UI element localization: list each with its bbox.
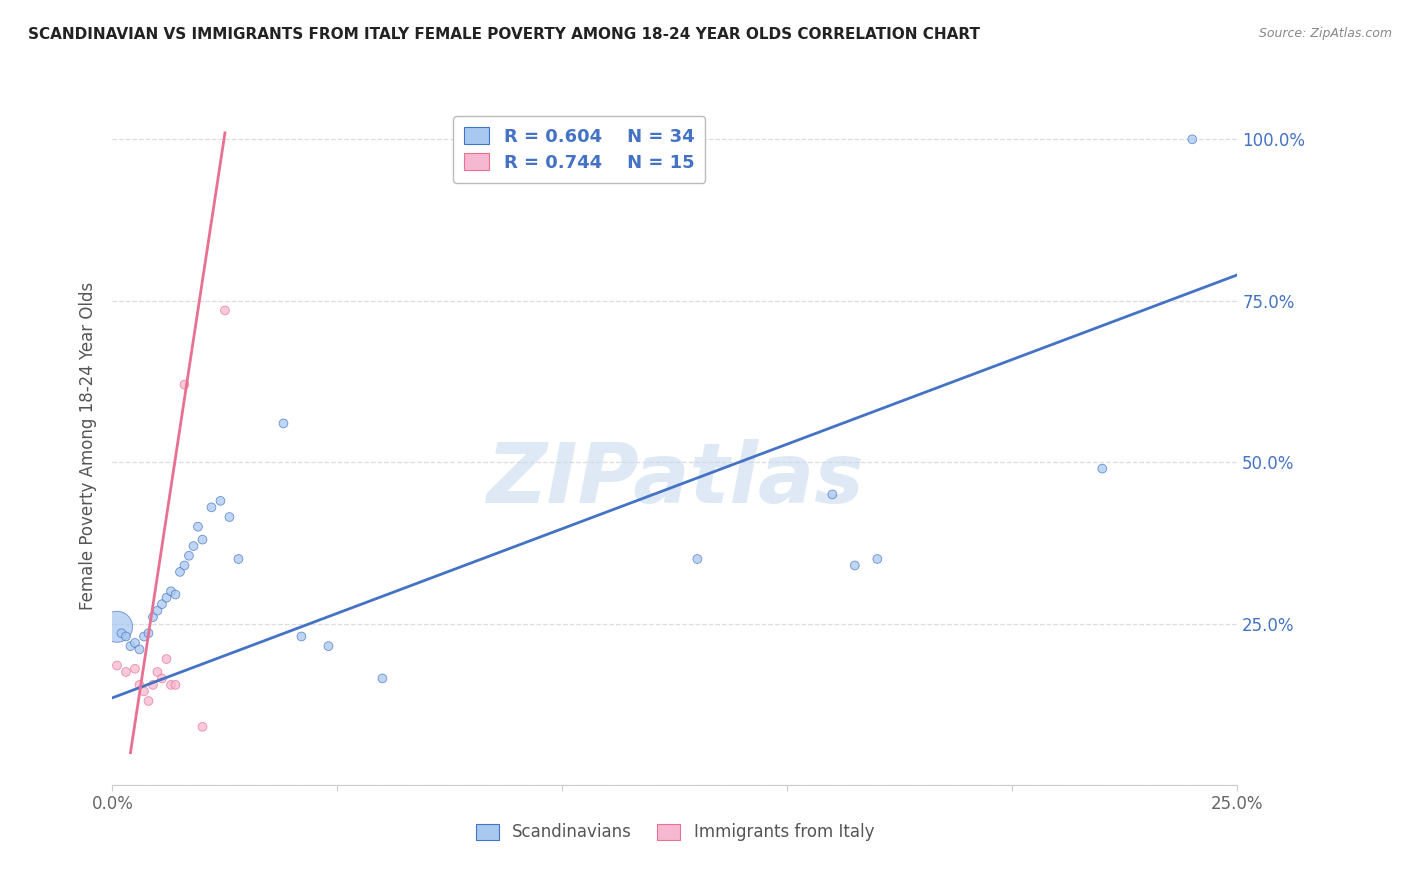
- Point: [218, 510, 240, 524]
- Point: [187, 519, 209, 533]
- Point: [844, 558, 866, 573]
- Text: SCANDINAVIAN VS IMMIGRANTS FROM ITALY FEMALE POVERTY AMONG 18-24 YEAR OLDS CORRE: SCANDINAVIAN VS IMMIGRANTS FROM ITALY FE…: [28, 27, 980, 42]
- Point: [214, 303, 236, 318]
- Point: [155, 652, 177, 666]
- Text: ZIPatlas: ZIPatlas: [486, 440, 863, 520]
- Text: Source: ZipAtlas.com: Source: ZipAtlas.com: [1258, 27, 1392, 40]
- Point: [165, 587, 187, 601]
- Point: [169, 565, 191, 579]
- Point: [150, 597, 173, 611]
- Point: [115, 665, 138, 679]
- Point: [821, 487, 844, 501]
- Point: [128, 678, 150, 692]
- Point: [290, 630, 312, 644]
- Point: [150, 672, 173, 686]
- Point: [146, 665, 169, 679]
- Point: [105, 620, 128, 634]
- Point: [160, 584, 183, 599]
- Point: [155, 591, 177, 605]
- Point: [191, 720, 214, 734]
- Point: [173, 377, 195, 392]
- Point: [132, 630, 155, 644]
- Point: [124, 662, 146, 676]
- Point: [120, 639, 142, 653]
- Point: [142, 678, 165, 692]
- Legend: Scandinavians, Immigrants from Italy: Scandinavians, Immigrants from Italy: [465, 814, 884, 851]
- Point: [160, 678, 183, 692]
- Point: [132, 684, 155, 698]
- Point: [1181, 132, 1204, 146]
- Point: [124, 636, 146, 650]
- Point: [105, 658, 128, 673]
- Point: [146, 604, 169, 618]
- Point: [228, 552, 250, 566]
- Point: [165, 678, 187, 692]
- Point: [142, 610, 165, 624]
- Point: [200, 500, 222, 515]
- Point: [1091, 461, 1114, 475]
- Point: [138, 626, 160, 640]
- Point: [183, 539, 205, 553]
- Point: [273, 417, 295, 431]
- Point: [191, 533, 214, 547]
- Point: [177, 549, 200, 563]
- Point: [128, 642, 150, 657]
- Y-axis label: Female Poverty Among 18-24 Year Olds: Female Poverty Among 18-24 Year Olds: [79, 282, 97, 610]
- Point: [318, 639, 340, 653]
- Point: [173, 558, 195, 573]
- Point: [371, 672, 394, 686]
- Point: [110, 626, 132, 640]
- Point: [866, 552, 889, 566]
- Point: [115, 630, 138, 644]
- Point: [138, 694, 160, 708]
- Point: [209, 494, 232, 508]
- Point: [686, 552, 709, 566]
